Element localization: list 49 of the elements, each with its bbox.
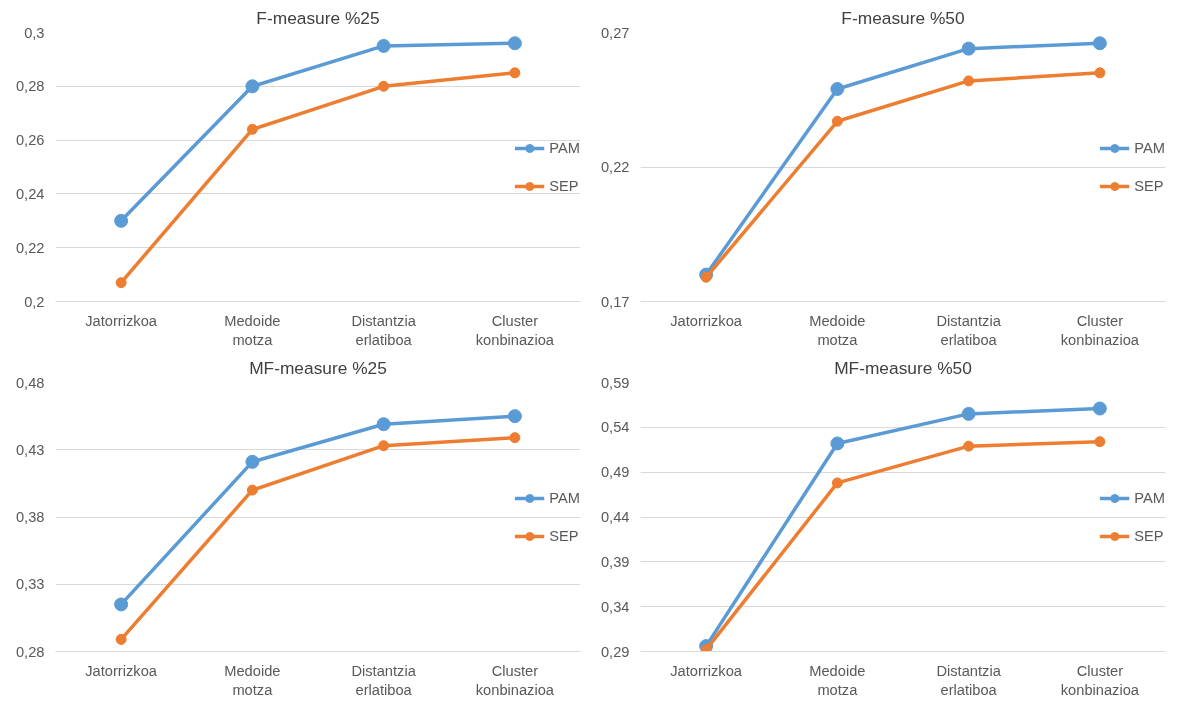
y-tick-label: 0,39	[600, 553, 630, 570]
x-tick-label: Cluster konbinazioa	[1060, 662, 1140, 698]
y-tick-label: 0,29	[600, 643, 630, 660]
chart-title: MF-measure %25	[249, 357, 387, 378]
y-tick-label: 0,34	[600, 598, 630, 615]
y-tick-label: 0,44	[600, 509, 630, 525]
x-tick-label: Medoide motza	[809, 312, 866, 348]
chart-title: F-measure %25	[256, 7, 380, 28]
legend-label: SEP	[549, 177, 579, 194]
x-tick-label: Jatorrizkoa	[85, 662, 158, 679]
x-tick-label: Cluster konbinazioa	[1060, 312, 1140, 348]
x-tick-label: Distantzia erlatiboa	[351, 662, 417, 698]
y-tick-label: 0,24	[15, 185, 45, 202]
legend-label: PAM	[1134, 489, 1165, 506]
x-tick-label: Cluster konbinazioa	[475, 312, 555, 348]
x-tick-label: Cluster konbinazioa	[475, 662, 555, 698]
legend-label: SEP	[1134, 177, 1164, 194]
y-tick-label: 0,33	[15, 576, 45, 593]
x-tick-label: Jatorrizkoa	[85, 312, 158, 329]
y-tick-label: 0,49	[600, 464, 630, 481]
y-tick-label: 0,26	[15, 132, 45, 149]
y-tick-label: 0,27	[600, 24, 630, 41]
legend-label: PAM	[549, 139, 580, 156]
y-tick-label: 0,22	[15, 239, 45, 256]
y-tick-label: 0,59	[600, 374, 630, 391]
x-tick-label: Jatorrizkoa	[670, 662, 743, 679]
y-tick-label: 0,48	[15, 374, 45, 391]
legend-label: SEP	[1134, 527, 1164, 544]
legend-label: PAM	[549, 489, 580, 506]
y-tick-label: 0,43	[15, 441, 45, 458]
x-tick-label: Medoide motza	[809, 662, 866, 698]
y-tick-label: 0,3	[24, 24, 45, 41]
legend-label: SEP	[549, 527, 579, 544]
y-tick-label: 0,38	[15, 509, 45, 525]
x-tick-label: Distantzia erlatiboa	[936, 662, 1002, 698]
y-tick-label: 0,28	[15, 78, 45, 95]
legend-label: PAM	[1134, 139, 1165, 156]
x-tick-label: Distantzia erlatiboa	[351, 312, 417, 348]
y-tick-label: 0,17	[600, 293, 630, 310]
y-tick-label: 0,28	[15, 643, 45, 660]
y-tick-label: 0,22	[600, 159, 630, 175]
y-tick-label: 0,2	[24, 293, 45, 310]
x-tick-label: Medoide motza	[224, 662, 281, 698]
chart-title: MF-measure %50	[834, 357, 972, 378]
chart-title: F-measure %50	[841, 7, 965, 28]
y-tick-label: 0,54	[600, 419, 630, 436]
x-tick-label: Jatorrizkoa	[670, 312, 743, 329]
x-tick-label: Medoide motza	[224, 312, 281, 348]
x-tick-label: Distantzia erlatiboa	[936, 312, 1002, 348]
